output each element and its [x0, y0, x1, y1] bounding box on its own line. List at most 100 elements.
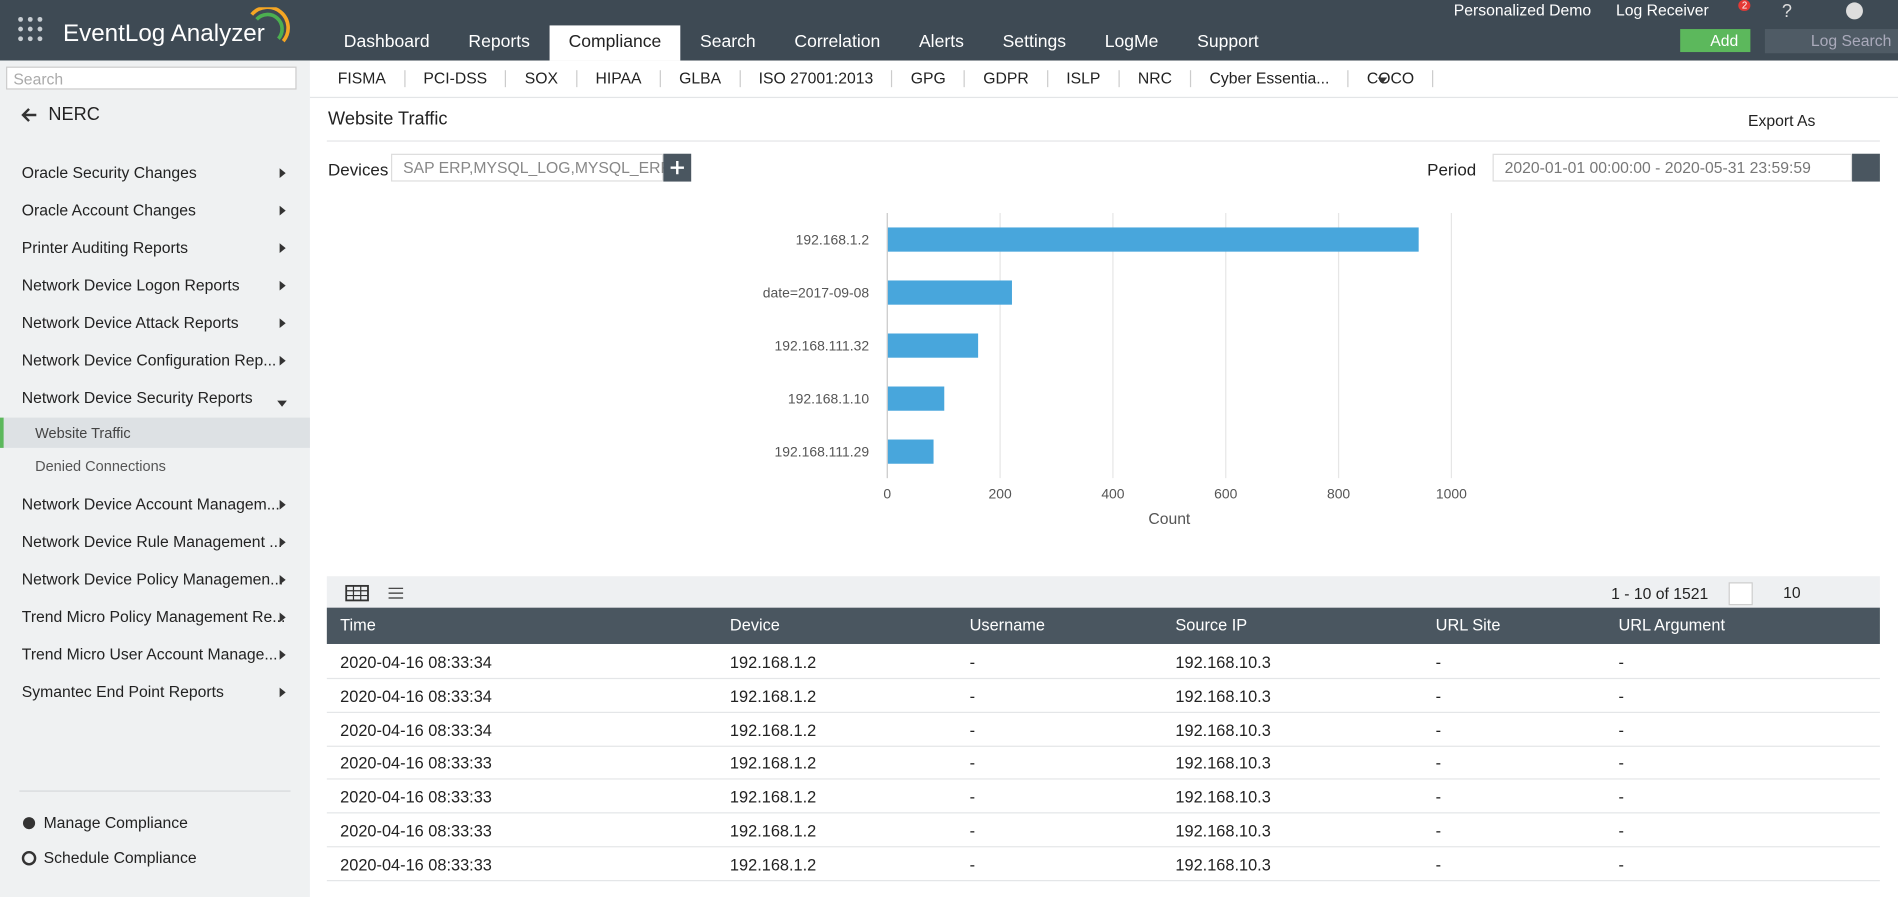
compliance-tab[interactable]: FISMA: [320, 70, 406, 88]
compliance-tab[interactable]: NRC: [1120, 70, 1192, 88]
nav-tab[interactable]: Dashboard: [343, 32, 430, 53]
notification-badge[interactable]: 2: [1738, 0, 1751, 11]
column-header[interactable]: Time: [340, 616, 376, 635]
apps-icon[interactable]: [17, 16, 44, 43]
sidebar-item[interactable]: Network Device Configuration Rep...: [21, 351, 277, 370]
x-tick-label: 0: [883, 486, 891, 502]
top-link[interactable]: Personalized Demo: [1453, 1, 1592, 20]
table-cell: 192.168.1.2: [729, 687, 817, 706]
top-link[interactable]: Log Receiver: [1616, 1, 1709, 20]
log-search[interactable]: Log Search: [1764, 29, 1898, 54]
page-size[interactable]: 10: [1783, 583, 1801, 602]
devices-input[interactable]: SAP ERP,MYSQL_LOG,MYSQL_ERR...: [390, 153, 685, 182]
compliance-tab[interactable]: GDPR: [965, 70, 1049, 88]
logo[interactable]: EventLog Analyzer: [62, 20, 265, 48]
table-cell: 192.168.10.3: [1175, 754, 1271, 773]
sidebar-item[interactable]: Network Device Account Managem...: [21, 495, 280, 514]
nav-tab[interactable]: Correlation: [794, 32, 881, 53]
pagination: 1 - 10 of 1521: [1611, 584, 1709, 603]
table-cell: 192.168.10.3: [1175, 788, 1271, 807]
table-toolbar: [326, 576, 1880, 608]
row-divider: [326, 677, 1880, 680]
sidebar-item[interactable]: Network Device Logon Reports: [21, 275, 240, 295]
sidebar-item[interactable]: Network Device Security Reports: [21, 388, 253, 407]
export-button[interactable]: Export As: [1747, 111, 1816, 130]
bar: [887, 227, 1419, 252]
compliance-tab[interactable]: ISLP: [1048, 70, 1120, 88]
sidebar-item[interactable]: Symantec End Point Reports: [21, 682, 224, 701]
compliance-tab[interactable]: HIPAA: [577, 70, 661, 88]
more-tabs[interactable]: [1377, 77, 1388, 88]
header-icons[interactable]: ?: [1777, 0, 1874, 22]
table-cell: 192.168.10.3: [1175, 821, 1271, 841]
logo-arc: [250, 7, 290, 43]
sidebar-item[interactable]: Oracle Account Changes: [21, 200, 196, 220]
view-toggle[interactable]: [345, 583, 406, 602]
sidebar-subitem[interactable]: Website Traffic: [35, 424, 131, 442]
sidebar-item[interactable]: Printer Auditing Reports: [21, 238, 188, 257]
sidebar-item[interactable]: Network Device Rule Management ...: [21, 532, 283, 551]
nav: Dashboard Reports Compliance Search Correlat…: [324, 25, 1278, 61]
y-tick-label: date=2017-09-08: [763, 284, 870, 300]
sidebar-footer-link[interactable]: Schedule Compliance: [43, 848, 197, 867]
compliance-tab[interactable]: COCO: [1349, 70, 1434, 88]
compliance-tab[interactable]: PCI-DSS: [405, 70, 507, 88]
devices-label: Devices: [328, 159, 389, 180]
table-cell: -: [1435, 821, 1442, 841]
row-divider: [326, 711, 1880, 713]
back-icon[interactable]: [19, 105, 38, 124]
svg-text:?: ?: [1782, 1, 1792, 21]
header: [0, 0, 1898, 61]
compliance-tab[interactable]: GPG: [893, 70, 966, 88]
sidebar-footer-link[interactable]: Manage Compliance: [43, 813, 188, 832]
add-device-button[interactable]: [663, 153, 692, 182]
sidebar-title: NERC: [48, 104, 100, 125]
calendar-button[interactable]: [1852, 153, 1880, 182]
row-divider: [326, 812, 1880, 814]
bar: [887, 386, 945, 411]
expand-arrow: [279, 537, 291, 548]
table-cell: 2020-04-16 08:33:33: [340, 855, 492, 874]
column-header[interactable]: URL Argument: [1618, 616, 1726, 635]
divider: [19, 790, 291, 792]
nav-tab[interactable]: Reports: [468, 32, 530, 53]
y-tick-label: 192.168.1.10: [788, 390, 869, 406]
table-cell: -: [1618, 821, 1624, 841]
compliance-tab[interactable]: Cyber Essentia...: [1191, 70, 1349, 88]
compliance-tab[interactable]: SOX: [507, 70, 578, 88]
sidebar-item[interactable]: Trend Micro Policy Management Re...: [21, 607, 286, 626]
table-cell: 2020-04-16 08:33:33: [340, 788, 492, 807]
sidebar-item[interactable]: Network Device Attack Reports: [21, 313, 239, 332]
selected-bg: [0, 417, 310, 448]
add-button[interactable]: Add: [1680, 29, 1751, 53]
column-header[interactable]: Device: [729, 616, 780, 635]
sidebar-item[interactable]: Trend Micro User Account Manage...: [21, 645, 278, 664]
table-cell: 192.168.1.2: [729, 653, 817, 672]
compliance-tab[interactable]: GLBA: [661, 70, 741, 88]
table-cell: -: [1435, 720, 1442, 740]
sidebar-item[interactable]: Oracle Security Changes: [21, 163, 197, 182]
nav-tab[interactable]: Support: [1197, 32, 1259, 53]
column-header[interactable]: Source IP: [1175, 616, 1248, 635]
nav-tab[interactable]: Search: [700, 32, 756, 53]
column-header[interactable]: Username: [969, 616, 1046, 635]
table-cell: -: [969, 821, 976, 841]
table-cell: 192.168.1.2: [729, 754, 817, 773]
nav-tab[interactable]: Settings: [1002, 32, 1067, 53]
sidebar-item[interactable]: Network Device Policy Managemen...: [21, 570, 284, 589]
row-divider: [326, 778, 1880, 781]
nav-tab[interactable]: LogMe: [1104, 32, 1159, 53]
expand-arrow: [279, 499, 291, 510]
period-input[interactable]: 2020-01-01 00:00:00 - 2020-05-31 23:59:5…: [1492, 153, 1853, 182]
nav-tab[interactable]: Compliance: [549, 25, 681, 61]
nav-tab[interactable]: Alerts: [918, 32, 964, 53]
compliance-tab[interactable]: ISO 27001:2013: [740, 70, 893, 88]
table-cell: -: [1435, 788, 1442, 807]
next-page[interactable]: [1728, 582, 1753, 606]
report-title: Website Traffic: [328, 108, 448, 130]
column-header[interactable]: URL Site: [1435, 616, 1501, 635]
sidebar-subitem[interactable]: Denied Connections: [35, 457, 166, 475]
y-tick-label: 192.168.111.29: [775, 443, 870, 459]
sidebar-search[interactable]: Search: [6, 66, 297, 90]
